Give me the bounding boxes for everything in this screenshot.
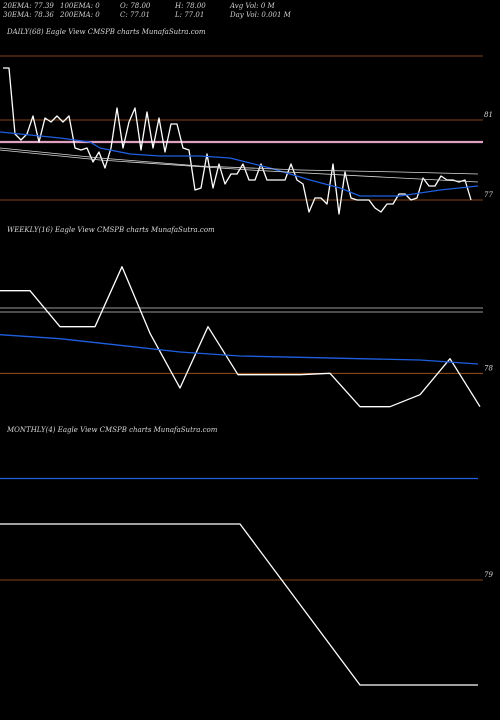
- weekly-panel-label: WEEKLY(16) Eagle View CMSPB charts Munaf…: [7, 226, 215, 234]
- header-stats: 20EMA: 77.39 100EMA: 0 O: 78.00 H: 78.00…: [2, 2, 292, 19]
- daily-panel: 81 77: [0, 55, 493, 215]
- price-series-line: [3, 67, 472, 215]
- header-30ema: 30EMA: 78.36: [3, 11, 54, 19]
- monthly-panel: 79: [0, 477, 493, 686]
- price-series-line: [0, 266, 481, 408]
- ema-short-series-line: [0, 131, 479, 197]
- monthly-panel-label: MONTHLY(4) Eagle View CMSPB charts Munaf…: [6, 426, 218, 434]
- header-200ema: 200EMA: 0: [59, 11, 100, 19]
- price-series-line: [0, 523, 478, 686]
- ema-long-series-line: [0, 147, 479, 175]
- header-open: O: 78.00: [120, 2, 151, 10]
- y-tick-label: 77: [484, 191, 493, 199]
- y-tick-label: 79: [484, 571, 493, 579]
- header-close: C: 77.01: [120, 11, 150, 19]
- daily-panel-label: DAILY(68) Eagle View CMSPB charts Munafa…: [6, 28, 206, 36]
- header-100ema: 100EMA: 0: [60, 2, 100, 10]
- ema-short-series-line: [0, 334, 479, 365]
- weekly-panel: 78: [0, 266, 493, 408]
- header-low: L: 77.01: [174, 11, 204, 19]
- ema-long2-series-line: [0, 149, 479, 183]
- header-high: H: 78.00: [174, 2, 206, 10]
- header-avg-vol: Avg Vol: 0 M: [229, 2, 276, 10]
- y-tick-label: 78: [484, 364, 493, 372]
- header-day-vol: Day Vol: 0.001 M: [229, 11, 292, 19]
- header-20ema: 20EMA: 77.39: [2, 2, 54, 10]
- y-tick-label: 81: [484, 111, 493, 119]
